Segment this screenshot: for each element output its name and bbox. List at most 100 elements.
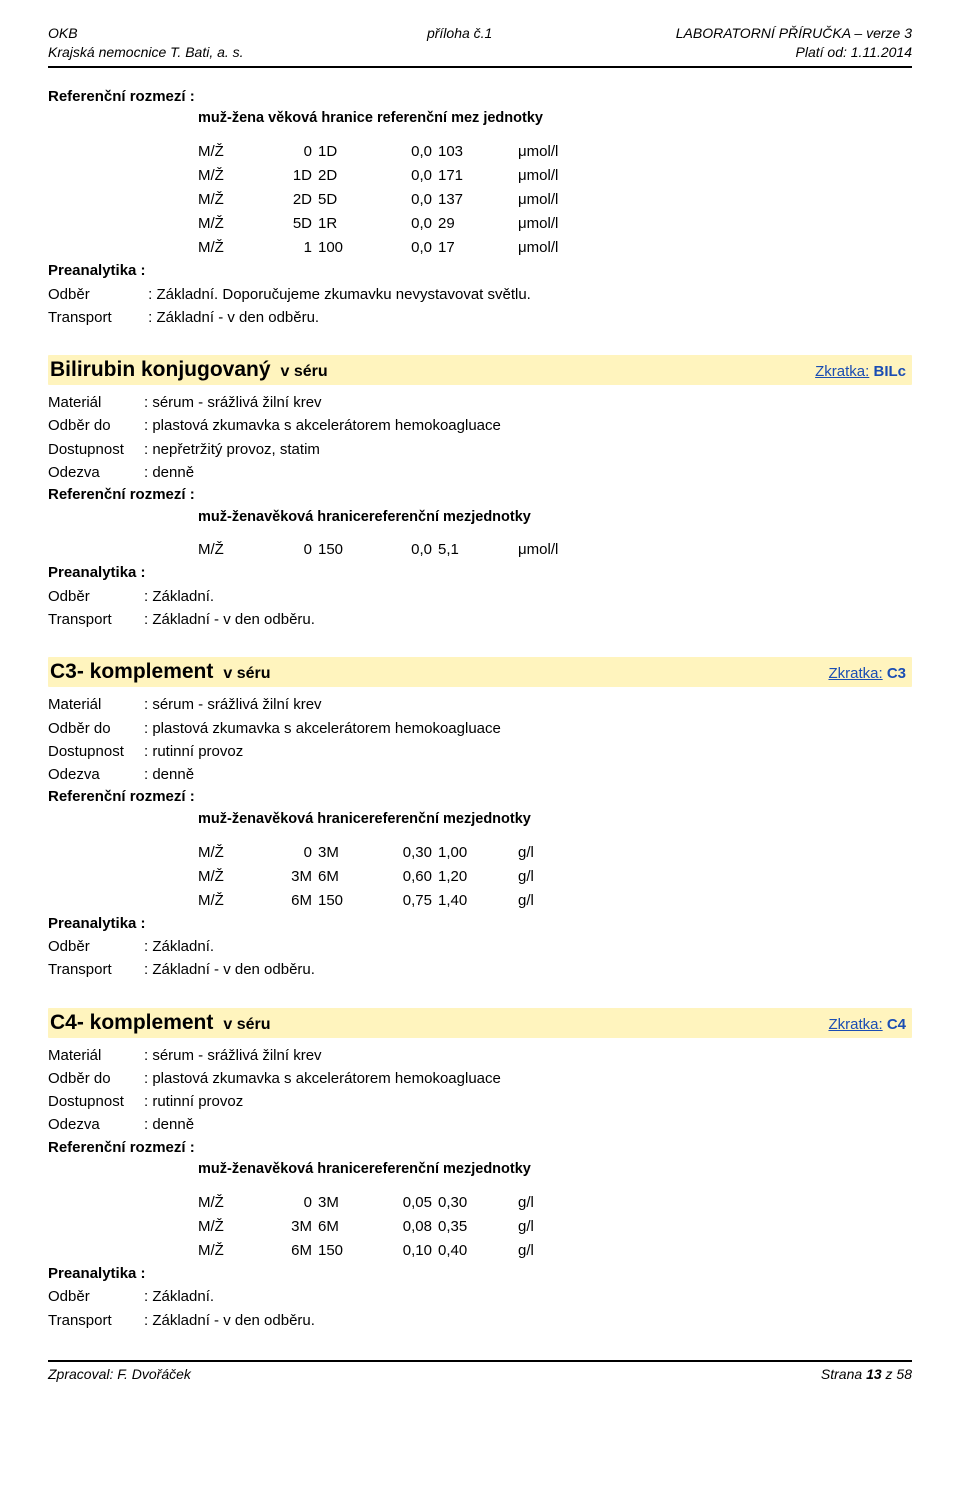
odberdo-line: Odběr do: plastová zkumavka s akceleráto… — [48, 414, 912, 437]
odber-label: Odběr — [48, 935, 144, 958]
odezva-line: Odezva: denně — [48, 1113, 912, 1136]
dostupnost-line-value: : rutinní provoz — [144, 743, 243, 760]
range-sex: M/Ž — [198, 889, 268, 913]
material-line-label: Materiál — [48, 693, 144, 716]
range-from: 6M — [268, 889, 318, 913]
odezva-line-label: Odezva — [48, 763, 144, 786]
range-unit: g/l — [498, 1191, 578, 1215]
footer-right-pre: Strana — [821, 1366, 866, 1382]
odber-value: : Základní. — [144, 588, 214, 605]
range-to: 100 — [318, 236, 378, 260]
range-from: 5D — [268, 212, 318, 236]
range-sex: M/Ž — [198, 212, 268, 236]
section-where: v séru — [223, 665, 270, 682]
odber-value: : Základní. — [144, 1288, 214, 1305]
range-low: 0,10 — [378, 1239, 438, 1263]
range-row: M/Ž6M1500,100,40g/l — [198, 1239, 912, 1263]
range-to: 3M — [318, 841, 378, 865]
zkratka-label[interactable]: Zkratka: — [815, 363, 869, 380]
header-center-text: příloha č.1 — [244, 24, 676, 43]
hdr-ref: referenční mez — [377, 110, 479, 126]
header-rule — [48, 66, 912, 68]
odezva-line-label: Odezva — [48, 461, 144, 484]
odber-label: Odběr — [48, 1285, 144, 1308]
range-low: 0,75 — [378, 889, 438, 913]
range-high: 0,40 — [438, 1239, 498, 1263]
preanalytika-label: Preanalytika : — [48, 1263, 912, 1286]
range-row: M/Ž3M6M0,080,35g/l — [198, 1215, 912, 1239]
range-sex: M/Ž — [198, 841, 268, 865]
odezva-line-value: : denně — [144, 464, 194, 481]
top-continuation-block: Referenční rozmezí : muž-žena věková hra… — [48, 86, 912, 329]
section-title-bar: C3- komplementv séruZkratka: C3 — [48, 657, 912, 687]
zkratka-code: BILc — [873, 363, 906, 380]
header-right: LABORATORNÍ PŘÍRUČKA – verze 3 Platí od:… — [676, 24, 912, 62]
transport-line: Transport: Základní - v den odběru. — [48, 958, 912, 981]
range-row: M/Ž11000,017μmol/l — [198, 236, 912, 260]
zkratka-label[interactable]: Zkratka: — [828, 1016, 882, 1033]
odezva-line: Odezva: denně — [48, 763, 912, 786]
range-high: 171 — [438, 164, 498, 188]
zkratka-label[interactable]: Zkratka: — [828, 665, 882, 682]
range-high: 1,40 — [438, 889, 498, 913]
range-unit: g/l — [498, 1239, 578, 1263]
dostupnost-line: Dostupnost: rutinní provoz — [48, 740, 912, 763]
footer-page-num: 13 — [866, 1366, 882, 1382]
hdr-sex: muž-žena — [198, 811, 264, 827]
range-high: 103 — [438, 140, 498, 164]
footer-rule — [48, 1360, 912, 1362]
range-row: M/Ž1D2D0,0171μmol/l — [198, 164, 912, 188]
range-to: 1R — [318, 212, 378, 236]
range-to: 6M — [318, 1215, 378, 1239]
hdr-age: věková hranice — [268, 110, 373, 126]
range-to: 150 — [318, 1239, 378, 1263]
material-line: Materiál: sérum - srážlivá žilní krev — [48, 391, 912, 414]
range-sex: M/Ž — [198, 1215, 268, 1239]
transport-value: : Základní - v den odběru. — [148, 309, 319, 326]
hdr-age: věková hranice — [264, 811, 369, 827]
ref-rozmezi-label: Referenční rozmezí : — [48, 86, 912, 109]
range-sex: M/Ž — [198, 1239, 268, 1263]
material-line-value: : sérum - srážlivá žilní krev — [144, 394, 322, 411]
range-from: 2D — [268, 188, 318, 212]
range-row: M/Ž03M0,050,30g/l — [198, 1191, 912, 1215]
odezva-line-value: : denně — [144, 1116, 194, 1133]
section-title-bar: C4- komplementv séruZkratka: C4 — [48, 1008, 912, 1038]
hdr-sex: muž-žena — [198, 509, 264, 525]
material-line-label: Materiál — [48, 391, 144, 414]
dostupnost-line-label: Dostupnost — [48, 740, 144, 763]
preanalytika-label: Preanalytika : — [48, 562, 912, 585]
ref-rozmezi-label: Referenční rozmezí : — [48, 484, 912, 507]
section-where: v séru — [281, 363, 328, 380]
header-left-line1: OKB — [48, 24, 244, 43]
preanalytika-label: Preanalytika : — [48, 260, 912, 283]
section-where: v séru — [223, 1016, 270, 1033]
range-unit: g/l — [498, 865, 578, 889]
hdr-unit: jednotky — [471, 509, 531, 525]
range-to: 3M — [318, 1191, 378, 1215]
header-right-line1: LABORATORNÍ PŘÍRUČKA – verze 3 — [676, 24, 912, 43]
hdr-sex: muž-žena — [198, 1161, 264, 1177]
range-unit: g/l — [498, 1215, 578, 1239]
footer-left: Zpracoval: F. Dvořáček — [48, 1366, 191, 1382]
range-unit: g/l — [498, 889, 578, 913]
hdr-sex: muž-žena — [198, 110, 264, 126]
odber-value: : Základní. Doporučujeme zkumavku nevyst… — [148, 286, 531, 303]
range-sex: M/Ž — [198, 236, 268, 260]
range-high: 17 — [438, 236, 498, 260]
range-from: 0 — [268, 1191, 318, 1215]
range-high: 29 — [438, 212, 498, 236]
range-to: 6M — [318, 865, 378, 889]
transport-label: Transport — [48, 608, 144, 631]
transport-line: Transport: Základní - v den odběru. — [48, 608, 912, 631]
transport-label: Transport — [48, 1309, 144, 1332]
range-to: 150 — [318, 889, 378, 913]
dostupnost-line-value: : rutinní provoz — [144, 1093, 243, 1110]
hdr-unit: jednotky — [483, 110, 543, 126]
range-from: 1 — [268, 236, 318, 260]
transport-line: Transport: Základní - v den odběru. — [48, 1309, 912, 1332]
range-rows: M/Ž03M0,050,30g/lM/Ž3M6M0,080,35g/lM/Ž6M… — [198, 1191, 912, 1263]
dostupnost-line: Dostupnost: rutinní provoz — [48, 1090, 912, 1113]
range-unit: μmol/l — [498, 140, 578, 164]
material-line-label: Materiál — [48, 1044, 144, 1067]
